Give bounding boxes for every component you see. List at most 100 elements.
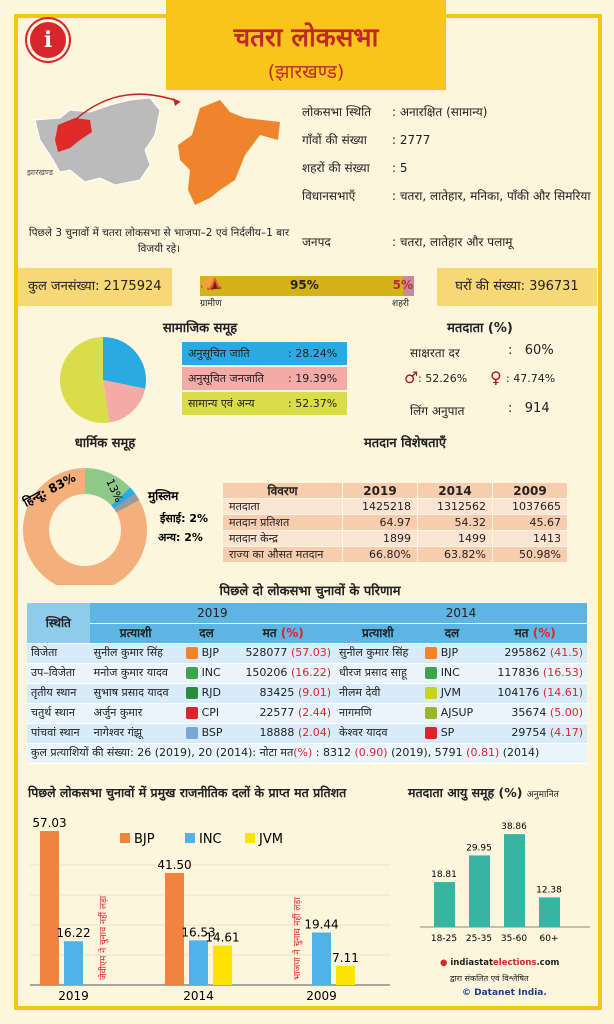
candidate: सुनील कुमार सिंह [89,643,182,664]
results-table: स्थिति 2019 2014 प्रत्याशी दल मत (%) प्रत्याश… [27,603,587,764]
info-value: : 2777 [392,133,431,147]
hut-icon: ⛺ [200,270,223,291]
candidate: नागेश्वर गंझू [89,723,182,744]
social-legend-item: सामान्य एवं अन्य: 52.37% [182,392,347,415]
position: चतुर्थ स्थान [27,703,90,724]
party-symbol-icon [185,727,198,739]
bar-label: 12.38 [536,885,562,895]
legend-swatch [185,833,195,843]
x-tick-label: 2019 [58,989,89,1003]
party-symbol-icon [185,647,198,659]
vote-pct: (41.5) [549,646,583,659]
female-icon: ♀ [490,368,502,387]
vote-pct: (16.53) [542,666,583,679]
table-cell: 45.67 [492,514,568,531]
table-cell: 1899 [342,530,418,547]
x-tick-label: 2009 [306,989,337,1003]
votes: 117836 (16.53) [483,663,587,684]
table-cell: 1413 [492,530,568,547]
pct-label: (%) [280,626,304,640]
vote-pct: (4.17) [549,726,583,739]
party-name: BJP [201,646,219,659]
table-row: विजेता सुनील कुमार सिंह BJP 528077 (57.03) स… [27,643,587,664]
x-tick-label: 35-60 [501,934,527,944]
page-subtitle: (झारखण्ड) [267,61,345,83]
vote-count: 528077 [245,646,288,659]
info-row: जनपद: चतरा, लातेहार और पलामू [302,235,592,250]
table-cell: 66.80% [342,546,418,563]
bar-label: 18.81 [431,870,457,880]
info-row: लोकसभा स्थिति: अनारक्षित (सामान्य) [302,105,592,120]
info-key: गाँवों की संख्या [302,133,367,147]
info-key: लोकसभा स्थिति [302,105,372,119]
party: BJP [420,643,484,664]
bar-jvm [213,945,232,985]
bar-label: 57.03 [32,816,66,830]
party: RJD [181,683,232,704]
legend-label: अनुसूचित जनजाति [188,372,264,385]
vote-count: 150206 [245,666,288,679]
info-row: विधानसभाएँ: चतरा, लातेहार, मनिका, पाँकी … [302,189,592,204]
vote-count: 117836 [497,666,540,679]
age-bar [469,855,490,927]
info-value: : 5 [392,161,408,175]
indiastat-logo-icon: ● [440,958,448,968]
table-cell: मतदाता [222,498,343,515]
age-chart-note: अनुमानित [526,790,559,800]
votes: 18888 (2.04) [231,723,336,744]
donut-slice [111,487,136,509]
footer-nota-2019: : 8312 [312,746,355,759]
bar-bjp [165,872,184,985]
x-tick-label: 2014 [183,989,214,1003]
table-cell: 2009 [492,482,568,499]
vote-pct: (5.00) [549,706,583,719]
results-header-years: स्थिति 2019 2014 [27,603,587,644]
table-cell: मतदान प्रतिशत [222,514,343,531]
social-pie-chart [60,337,146,423]
vote-count: 18888 [259,726,295,739]
state-label: झारखण्ड [27,168,54,177]
vote-count: 83425 [259,686,295,699]
footer-nota-pct-2014: (0.81) [466,746,500,759]
legend-swatch [120,833,130,843]
title-box: चतरा लोकसभा (झारखण्ड) [166,0,446,90]
bar-label: 41.50 [157,858,191,872]
male-pct: : 52.26% [418,372,468,385]
table-cell: राज्य का औसत मतदान [222,546,343,563]
results-title: पिछले दो लोकसभा चुनावों के परिणाम [219,584,401,599]
position: विजेता [27,643,90,664]
christian-label: ईसाई: 2% [159,511,208,525]
pct-label: (%) [532,626,556,640]
table-row: मतदाता 1425218 1312562 1037665 [222,498,568,515]
position: तृतीय स्थान [27,683,90,704]
bar-inc [189,940,208,985]
party-name: CPI [201,706,220,719]
literacy-label: साक्षरता दर [410,346,460,360]
urban-label: शहरी [392,299,409,309]
table-cell: 63.82% [417,546,493,563]
social-legend-item: अनुसूचित जनजाति: 19.39% [182,367,347,390]
votes: 150206 (16.22) [231,663,336,684]
table-row: विवरण 2019 2014 2009 [222,482,568,499]
social-title: सामाजिक समूह [162,321,238,336]
info-row: गाँवों की संख्या : 2777 [302,133,592,148]
candidate: नागमणि [335,703,421,724]
party-name: INC [201,666,221,679]
table-row: मतदान प्रतिशत 64.97 54.32 45.67 [222,514,568,531]
vote-count: 104176 [497,686,540,699]
legend-label: BJP [134,832,155,847]
muslim-label: मुस्लिम [147,489,179,504]
party-symbol-icon [185,667,198,679]
candidate: सुनील कुमार सिंह [335,643,421,664]
table-cell: विवरण [222,482,343,499]
bar-label: 19.44 [304,918,338,932]
party-name: SP [440,726,455,739]
party: JVM [420,683,484,704]
party-symbol-icon [185,707,198,719]
info-row: शहरों की संख्या: 5 [302,161,592,176]
party-header: दल [420,623,484,644]
table-cell: 1312562 [417,498,493,515]
table-row: तृतीय स्थान सुभाष प्रसाद यादव RJD 83425 (9.… [27,683,587,704]
bar-jvm [336,965,355,985]
table-cell: 1499 [417,530,493,547]
